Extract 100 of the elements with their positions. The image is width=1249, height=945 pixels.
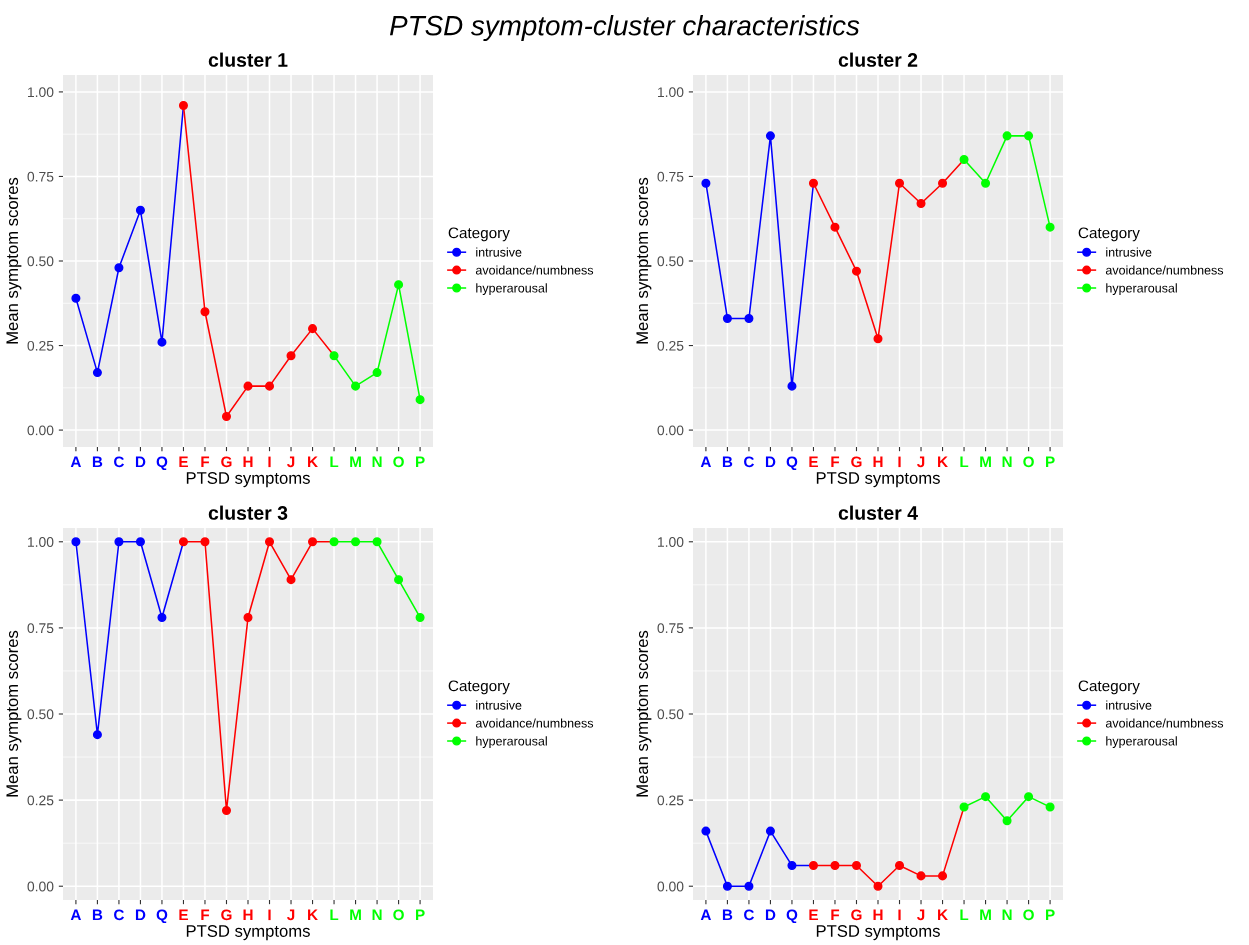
legend-label: hyperarousal bbox=[1106, 736, 1177, 748]
y-tick-label: 0.50 bbox=[27, 709, 54, 720]
x-tick-label: A bbox=[700, 456, 712, 468]
x-tick-label: G bbox=[221, 909, 232, 921]
text: PTSD symptom-cluster characteristics bbox=[389, 15, 860, 41]
point bbox=[808, 178, 818, 188]
x-tick-label: E bbox=[809, 909, 818, 921]
point bbox=[959, 155, 969, 165]
y-tick-label: 0.75 bbox=[27, 171, 54, 182]
x-tick-label: M bbox=[350, 456, 361, 468]
x-tick-label: H bbox=[873, 909, 883, 921]
x-tick-label: G bbox=[851, 909, 862, 921]
x-tick-label: J bbox=[287, 456, 295, 468]
x-tick-label: P bbox=[1046, 456, 1055, 468]
x-tick-label: F bbox=[201, 456, 210, 468]
x-tick-label: K bbox=[938, 909, 948, 921]
point bbox=[200, 307, 210, 317]
point bbox=[873, 881, 883, 891]
legend-label: intrusive bbox=[476, 247, 522, 257]
x-tick-label: G bbox=[221, 456, 232, 468]
y-tick-label: 0.50 bbox=[657, 256, 684, 267]
x-axis-title: PTSD symptoms bbox=[186, 925, 310, 941]
point bbox=[157, 337, 167, 347]
y-axis-title: Mean symptom scores bbox=[6, 630, 22, 797]
point bbox=[264, 381, 275, 391]
x-tick-label: I bbox=[898, 456, 901, 468]
point bbox=[372, 368, 382, 378]
point bbox=[329, 351, 339, 361]
point bbox=[308, 537, 318, 547]
x-tick-label: C bbox=[114, 909, 125, 921]
point bbox=[744, 881, 754, 891]
point bbox=[959, 802, 969, 812]
x-tick-label: I bbox=[268, 909, 271, 921]
x-tick-label: J bbox=[917, 456, 925, 468]
point bbox=[808, 861, 818, 871]
x-axis-title: PTSD symptoms bbox=[816, 925, 940, 941]
point bbox=[830, 222, 840, 232]
point bbox=[744, 313, 754, 324]
x-tick-label: L bbox=[330, 909, 339, 921]
x-tick-label: I bbox=[898, 909, 901, 921]
legend-label: intrusive bbox=[476, 700, 522, 710]
x-tick-label: M bbox=[350, 909, 361, 921]
x-tick-label: N bbox=[372, 456, 382, 468]
point bbox=[1045, 802, 1055, 812]
x-tick-label: M bbox=[980, 456, 991, 468]
point bbox=[394, 280, 404, 290]
x-tick-label: N bbox=[372, 909, 382, 921]
x-tick-label: C bbox=[744, 456, 755, 468]
y-axis-title: Mean symptom scores bbox=[6, 177, 22, 344]
x-tick-label: C bbox=[114, 456, 125, 468]
legend-label: hyperarousal bbox=[476, 283, 547, 295]
x-tick-label: A bbox=[70, 456, 82, 468]
point bbox=[701, 826, 711, 836]
point bbox=[92, 368, 102, 378]
x-tick-label: Q bbox=[156, 456, 168, 471]
y-tick-label: 1.00 bbox=[28, 537, 54, 547]
point bbox=[308, 324, 318, 334]
x-tick-label: O bbox=[1023, 909, 1034, 921]
point bbox=[1045, 222, 1055, 232]
x-tick-label: K bbox=[308, 909, 318, 921]
point bbox=[286, 351, 296, 361]
point bbox=[701, 178, 711, 188]
x-tick-label: P bbox=[416, 909, 425, 921]
point bbox=[135, 205, 145, 215]
point bbox=[351, 381, 361, 391]
y-tick-label: 0.25 bbox=[657, 795, 684, 806]
x-tick-label: Q bbox=[786, 909, 798, 924]
point bbox=[415, 395, 425, 405]
point bbox=[264, 537, 275, 547]
legend-label: intrusive bbox=[1106, 700, 1152, 710]
x-tick-label: M bbox=[980, 909, 991, 921]
point bbox=[916, 871, 926, 881]
y-tick-label: 0.00 bbox=[27, 425, 54, 436]
point bbox=[71, 293, 81, 303]
y-tick-label: 1.00 bbox=[658, 537, 684, 547]
x-tick-label: G bbox=[851, 456, 862, 468]
point bbox=[114, 263, 124, 273]
x-tick-label: F bbox=[831, 456, 840, 468]
point bbox=[938, 178, 948, 188]
y-tick-label: 0.75 bbox=[657, 171, 684, 182]
point bbox=[178, 100, 188, 110]
x-tick-label: K bbox=[308, 456, 318, 468]
x-tick-label: O bbox=[1023, 456, 1034, 468]
point bbox=[1024, 792, 1034, 802]
x-tick-label: L bbox=[960, 456, 969, 468]
point bbox=[200, 537, 210, 547]
point bbox=[135, 537, 145, 547]
y-tick-label: 0.75 bbox=[27, 623, 54, 634]
point bbox=[722, 881, 732, 891]
y-axis-title: Mean symptom scores bbox=[636, 630, 652, 797]
x-tick-label: J bbox=[287, 909, 295, 921]
x-tick-label: D bbox=[135, 456, 146, 468]
chart-title: cluster 1 bbox=[208, 52, 288, 67]
point bbox=[765, 826, 775, 836]
x-tick-label: F bbox=[201, 909, 210, 921]
y-tick-label: 0.25 bbox=[27, 340, 54, 351]
point bbox=[787, 861, 797, 871]
point bbox=[157, 613, 167, 623]
chart-title: cluster 3 bbox=[208, 505, 288, 520]
y-tick-label: 1.00 bbox=[658, 87, 684, 98]
